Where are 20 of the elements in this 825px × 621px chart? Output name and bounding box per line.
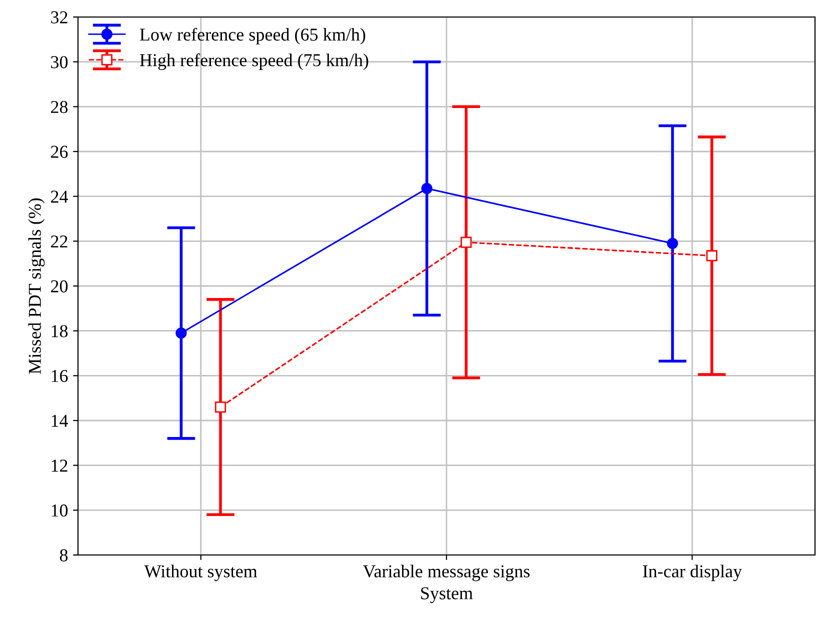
y-axis-title: Missed PDT signals (%) xyxy=(28,198,45,374)
y-tick-label: 32 xyxy=(51,11,68,24)
legend-label: High reference speed (75 km/h) xyxy=(140,53,368,70)
y-tick-label: 28 xyxy=(51,100,68,114)
y-tick-label: 26 xyxy=(51,146,68,158)
y-tick-label: 12 xyxy=(52,460,68,472)
y-tick-label: 10 xyxy=(52,504,68,517)
y-tick-label: 20 xyxy=(51,280,68,292)
y-tick-label: 24 xyxy=(51,190,68,203)
x-tick-label: Without system xyxy=(144,564,258,582)
y-tick-label: 30 xyxy=(51,56,68,68)
y-tick-label: 18 xyxy=(52,325,68,338)
x-tick-label: In-car display xyxy=(642,564,742,582)
y-tick-label: 14 xyxy=(52,414,68,427)
y-tick-label: 16 xyxy=(52,370,68,382)
legend-label: Low reference speed (65 km/h) xyxy=(140,28,366,44)
x-tick-label: Variable message signs xyxy=(362,564,530,582)
x-axis-title: System xyxy=(421,587,473,604)
y-tick-label: 8 xyxy=(60,549,68,562)
y-tick-label: 22 xyxy=(51,235,68,248)
